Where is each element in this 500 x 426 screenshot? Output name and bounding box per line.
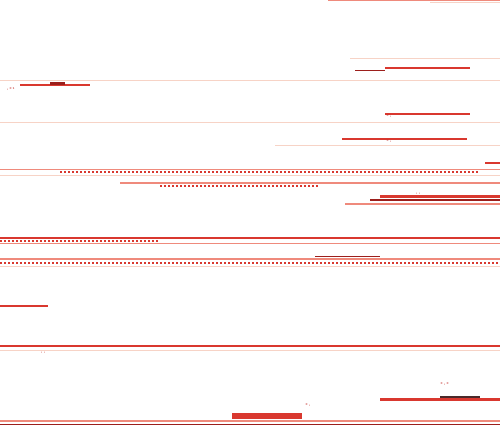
dash-band-1 [0, 240, 160, 242]
line-rc-2 [370, 199, 500, 201]
line-b-2 [0, 420, 500, 422]
mark-middle: ·· [415, 192, 421, 197]
band-1 [0, 237, 500, 239]
line-ul-1 [0, 80, 500, 81]
line-mid-4 [120, 182, 500, 184]
dash-mid-1 [60, 171, 480, 173]
line-ll-3 [0, 350, 500, 351]
line-ur-2 [385, 67, 470, 69]
mark-upper-right-1: °· [386, 115, 392, 120]
line-rm-3 [342, 138, 467, 140]
band-2 [0, 243, 500, 244]
dash-mid-2 [160, 185, 320, 187]
dash-band-2 [0, 262, 500, 264]
line-br-2 [440, 396, 480, 398]
line-ur-1 [350, 58, 500, 59]
line-br-1 [380, 398, 500, 401]
line-rm-2 [0, 122, 500, 123]
line-rc-3 [345, 203, 500, 205]
band-3 [0, 258, 500, 260]
line-ll-2 [0, 345, 500, 347]
mark-bottom-1: °·° [440, 383, 449, 388]
line-b-3 [0, 424, 500, 425]
line-mid-2 [0, 169, 500, 170]
line-ur-3 [355, 70, 385, 71]
line-rc-1 [380, 195, 500, 198]
line-ll-1 [0, 305, 48, 307]
line-mid-3 [0, 175, 500, 176]
band-4 [315, 256, 380, 257]
line-rm-4 [275, 145, 500, 146]
mark-bottom-2: °· [305, 404, 311, 409]
line-ul-3 [50, 82, 65, 85]
line-rm-1 [385, 113, 470, 115]
line-top-2 [430, 2, 500, 3]
mark-top-left: ·°¹ [6, 88, 15, 93]
line-b-1 [232, 413, 302, 419]
line-top-1 [328, 0, 500, 1]
mark-lower-left: ·· [40, 351, 46, 356]
line-mid-1 [485, 162, 500, 164]
band-5 [0, 266, 500, 267]
